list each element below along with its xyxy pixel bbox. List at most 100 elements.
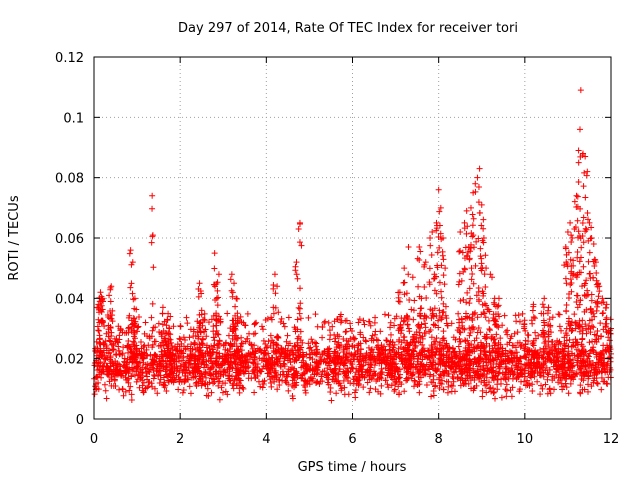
data-point: [354, 347, 361, 354]
data-point: [529, 388, 536, 395]
data-point: [332, 335, 339, 342]
data-point: [445, 383, 452, 390]
data-point: [481, 377, 488, 384]
data-point: [305, 340, 312, 347]
data-point: [257, 383, 264, 390]
data-point: [561, 341, 568, 348]
data-point: [290, 351, 297, 358]
data-point: [236, 389, 243, 396]
data-point: [482, 382, 489, 389]
data-point: [450, 368, 457, 375]
data-point: [565, 352, 572, 359]
data-point: [463, 362, 470, 369]
data-point: [443, 341, 450, 348]
data-point: [128, 397, 135, 404]
data-point: [395, 375, 402, 382]
data-point: [496, 365, 503, 372]
data-point: [378, 382, 385, 389]
data-point: [372, 386, 379, 393]
data-point: [285, 366, 292, 373]
data-point: [517, 363, 524, 370]
data-point: [216, 378, 223, 385]
data-point: [143, 346, 150, 353]
data-point: [434, 345, 441, 352]
data-point: [268, 383, 275, 390]
data-point: [293, 381, 300, 388]
data-point: [210, 363, 217, 370]
data-point: [438, 381, 445, 388]
data-point: [387, 370, 394, 377]
data-point: [584, 381, 591, 388]
data-point: [430, 392, 437, 399]
data-point: [133, 378, 140, 385]
data-point: [539, 385, 546, 392]
data-point: [139, 387, 146, 394]
data-point: [588, 383, 595, 390]
data-point: [586, 339, 593, 346]
data-point: [195, 361, 202, 368]
data-point: [307, 344, 314, 351]
data-point: [144, 376, 151, 383]
data-point: [351, 373, 358, 380]
data-point: [203, 392, 210, 399]
data-point: [509, 384, 516, 391]
data-point: [581, 386, 588, 393]
data-point: [258, 368, 265, 375]
data-point: [551, 375, 558, 382]
data-point: [600, 366, 607, 373]
data-point: [311, 371, 318, 378]
data-point: [555, 374, 562, 381]
data-point: [307, 366, 314, 373]
data-point: [251, 389, 258, 396]
data-point: [179, 357, 186, 364]
data-point: [188, 374, 195, 381]
data-point: [486, 349, 493, 356]
data-point: [264, 344, 271, 351]
data-point: [274, 386, 281, 393]
data-point: [256, 355, 263, 362]
data-point: [245, 370, 252, 377]
y-axis-label: ROTI / TECUs: [7, 195, 22, 280]
data-point: [462, 381, 469, 388]
data-point: [605, 374, 612, 381]
data-point: [94, 363, 101, 370]
data-point: [224, 391, 231, 398]
data-point: [344, 374, 351, 381]
data-point: [377, 390, 384, 397]
data-point: [573, 339, 580, 346]
data-point: [567, 380, 574, 387]
data-point: [104, 363, 111, 370]
data-point: [206, 379, 213, 386]
data-point: [171, 365, 178, 372]
data-point: [202, 368, 209, 375]
data-point: [215, 360, 222, 367]
data-point: [428, 378, 435, 385]
data-point: [573, 371, 580, 378]
data-point: [440, 386, 447, 393]
data-point: [442, 367, 449, 374]
data-point: [522, 373, 529, 380]
x-tick-label: 6: [348, 432, 356, 447]
data-point: [461, 380, 468, 387]
data-point: [404, 369, 411, 376]
data-point: [116, 386, 123, 393]
chart-title: Day 297 of 2014, Rate Of TEC Index for r…: [178, 21, 518, 36]
data-point: [407, 361, 414, 368]
data-point: [562, 372, 569, 379]
data-point: [582, 363, 589, 370]
data-point: [154, 390, 161, 397]
y-tick-label: 0.08: [55, 172, 84, 187]
data-point: [335, 380, 342, 387]
data-point: [363, 338, 370, 345]
x-tick-label: 12: [603, 432, 620, 447]
data-point: [281, 354, 288, 361]
data-point: [251, 366, 258, 373]
data-point: [560, 348, 567, 355]
data-point: [504, 352, 511, 359]
data-point: [366, 372, 373, 379]
data-point: [271, 373, 278, 380]
data-point: [577, 382, 584, 389]
data-point: [276, 382, 283, 389]
data-point: [283, 338, 290, 345]
data-point: [394, 368, 401, 375]
